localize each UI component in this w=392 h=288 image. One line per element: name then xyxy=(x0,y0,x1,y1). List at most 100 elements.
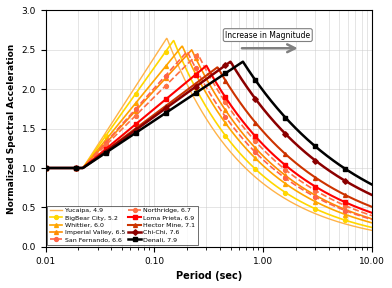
Hector Mine, 7.1 xyxy=(127,131,132,135)
Yucaipa, 4.9 xyxy=(43,166,48,170)
Chi-Chi, 7.6 xyxy=(228,60,233,63)
Northridge, 6.7 xyxy=(101,146,106,149)
Line: Yucaipa, 4.9: Yucaipa, 4.9 xyxy=(45,38,372,230)
Line: Northridge, 6.7: Northridge, 6.7 xyxy=(44,52,374,218)
Yucaipa, 4.9 xyxy=(164,37,169,40)
Hector Mine, 7.1 xyxy=(290,158,294,162)
Whittier, 6.0 xyxy=(192,69,196,72)
San Fernando, 6.6 xyxy=(262,159,267,162)
Hector Mine, 7.1 xyxy=(191,84,196,87)
Whittier, 6.0 xyxy=(180,45,184,48)
Whittier, 6.0 xyxy=(127,109,132,112)
Denali, 7.9 xyxy=(370,183,374,186)
Denali, 7.9 xyxy=(236,63,240,67)
Line: San Fernando, 6.6: San Fernando, 6.6 xyxy=(44,50,374,221)
Line: Imperial Valley, 6.5: Imperial Valley, 6.5 xyxy=(44,48,374,221)
Denali, 7.9 xyxy=(43,166,48,170)
Northridge, 6.7 xyxy=(195,52,200,56)
BigBear City, 5.2 xyxy=(262,175,267,179)
Chi-Chi, 7.6 xyxy=(236,73,241,76)
San Fernando, 6.6 xyxy=(236,132,241,135)
Whittier, 6.0 xyxy=(262,165,267,168)
Loma Prieta, 6.9 xyxy=(191,75,196,78)
Northridge, 6.7 xyxy=(262,149,267,152)
Whittier, 6.0 xyxy=(290,186,294,190)
Northridge, 6.7 xyxy=(191,56,196,60)
Whittier, 6.0 xyxy=(101,141,106,145)
Northridge, 6.7 xyxy=(127,120,132,123)
Hector Mine, 7.1 xyxy=(215,66,220,69)
Northridge, 6.7 xyxy=(290,173,294,177)
Chi-Chi, 7.6 xyxy=(127,133,132,136)
Line: Chi-Chi, 7.6: Chi-Chi, 7.6 xyxy=(44,60,374,197)
Yucaipa, 4.9 xyxy=(262,183,267,186)
Loma Prieta, 6.9 xyxy=(290,169,294,172)
Denali, 7.9 xyxy=(101,153,106,156)
San Fernando, 6.6 xyxy=(43,166,48,170)
Imperial Valley, 6.5 xyxy=(236,126,241,130)
BigBear City, 5.2 xyxy=(127,101,132,104)
San Fernando, 6.6 xyxy=(127,114,132,118)
Imperial Valley, 6.5 xyxy=(290,179,294,182)
Hector Mine, 7.1 xyxy=(101,151,106,154)
San Fernando, 6.6 xyxy=(185,50,190,53)
Chi-Chi, 7.6 xyxy=(262,108,267,112)
Whittier, 6.0 xyxy=(236,138,241,142)
Yucaipa, 4.9 xyxy=(127,94,132,97)
Northridge, 6.7 xyxy=(43,166,48,170)
Chi-Chi, 7.6 xyxy=(370,193,374,197)
San Fernando, 6.6 xyxy=(101,143,106,147)
Hector Mine, 7.1 xyxy=(43,166,48,170)
Imperial Valley, 6.5 xyxy=(262,155,267,159)
Loma Prieta, 6.9 xyxy=(127,128,132,131)
Text: Increase in Magnitude: Increase in Magnitude xyxy=(225,31,310,39)
BigBear City, 5.2 xyxy=(192,83,196,86)
Chi-Chi, 7.6 xyxy=(43,166,48,170)
Denali, 7.9 xyxy=(262,90,267,94)
Yucaipa, 4.9 xyxy=(236,159,241,163)
Loma Prieta, 6.9 xyxy=(262,144,267,147)
San Fernando, 6.6 xyxy=(290,181,294,185)
X-axis label: Period (sec): Period (sec) xyxy=(176,271,242,281)
Hector Mine, 7.1 xyxy=(236,99,241,102)
Northridge, 6.7 xyxy=(236,119,241,123)
Hector Mine, 7.1 xyxy=(262,131,267,134)
San Fernando, 6.6 xyxy=(192,63,196,67)
BigBear City, 5.2 xyxy=(171,39,176,42)
Loma Prieta, 6.9 xyxy=(370,211,374,215)
Imperial Valley, 6.5 xyxy=(43,166,48,170)
Northridge, 6.7 xyxy=(370,214,374,217)
Chi-Chi, 7.6 xyxy=(101,151,106,155)
Yucaipa, 4.9 xyxy=(192,96,196,99)
Loma Prieta, 6.9 xyxy=(236,114,241,118)
Legend: Yucaipa, 4.9, BigBear City, 5.2, Whittier, 6.0, Imperial Valley, 6.5, San Fernan: Yucaipa, 4.9, BigBear City, 5.2, Whittie… xyxy=(47,206,198,245)
BigBear City, 5.2 xyxy=(370,226,374,229)
Loma Prieta, 6.9 xyxy=(101,149,106,153)
Imperial Valley, 6.5 xyxy=(189,48,194,52)
Imperial Valley, 6.5 xyxy=(370,217,374,221)
Line: Denali, 7.9: Denali, 7.9 xyxy=(44,60,374,187)
Denali, 7.9 xyxy=(290,123,294,126)
Imperial Valley, 6.5 xyxy=(192,53,196,56)
BigBear City, 5.2 xyxy=(101,137,106,141)
Yucaipa, 4.9 xyxy=(370,229,374,232)
Line: BigBear City, 5.2: BigBear City, 5.2 xyxy=(44,39,374,230)
Imperial Valley, 6.5 xyxy=(127,115,132,119)
Line: Whittier, 6.0: Whittier, 6.0 xyxy=(44,44,374,225)
BigBear City, 5.2 xyxy=(236,150,241,154)
Loma Prieta, 6.9 xyxy=(43,166,48,170)
Yucaipa, 4.9 xyxy=(290,201,294,204)
Chi-Chi, 7.6 xyxy=(290,139,294,142)
Denali, 7.9 xyxy=(241,60,245,63)
BigBear City, 5.2 xyxy=(290,195,294,198)
Y-axis label: Normalized Spectral Acceleration: Normalized Spectral Acceleration xyxy=(7,43,16,214)
San Fernando, 6.6 xyxy=(370,218,374,221)
Whittier, 6.0 xyxy=(370,221,374,225)
Loma Prieta, 6.9 xyxy=(204,64,209,67)
Chi-Chi, 7.6 xyxy=(191,87,196,90)
Whittier, 6.0 xyxy=(43,166,48,170)
Denali, 7.9 xyxy=(127,135,132,139)
Line: Hector Mine, 7.1: Hector Mine, 7.1 xyxy=(44,65,374,209)
Imperial Valley, 6.5 xyxy=(101,144,106,147)
Line: Loma Prieta, 6.9: Loma Prieta, 6.9 xyxy=(44,64,374,215)
